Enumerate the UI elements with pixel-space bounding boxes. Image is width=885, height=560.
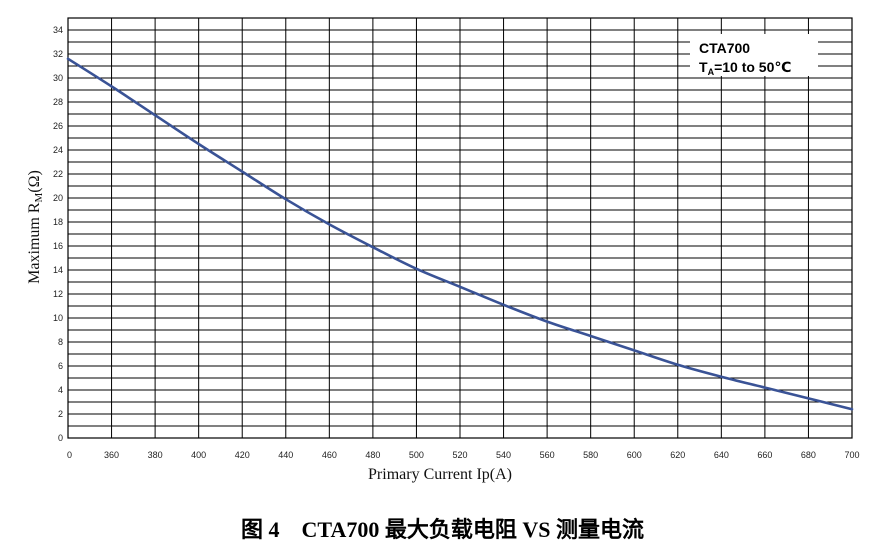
legend-line-2-subscript: A [708,67,715,77]
grid [67,17,853,439]
x-tick-label: 580 [583,450,598,460]
chart-svg: 0 360 380 400 420 440 460 480 500 520 540 560 580 600… [26,17,860,483]
y-axis-label-suffix: (Ω) [26,170,43,193]
x-tick-label: 520 [452,450,467,460]
x-axis-label: Primary Current Ip(A) [368,466,512,483]
x-tick-label: 0 [67,450,72,460]
x-tick-label: 360 [104,450,119,460]
y-tick-label: 14 [53,265,63,275]
x-tick-label: 700 [844,450,859,460]
y-tick-label: 10 [53,313,63,323]
y-tick-label: 2 [58,409,63,419]
legend-line-2-main: T [699,59,708,75]
y-tick-label: 34 [53,25,63,35]
y-tick-label: 20 [53,193,63,203]
y-tick-label: 18 [53,217,63,227]
y-tick-label: 4 [58,385,63,395]
y-tick-label: 0 [58,433,63,443]
series-layer [66,57,854,411]
x-tick-label: 640 [714,450,729,460]
x-tick-label: 440 [278,450,293,460]
y-tick-label: 12 [53,289,63,299]
y-tick-label: 24 [53,145,63,155]
legend-line-2-rest: =10 to 50℃ [714,59,791,75]
x-tick-label: 560 [540,450,555,460]
y-tick-label: 28 [53,97,63,107]
series-line [66,57,854,411]
y-tick-label: 26 [53,121,63,131]
y-axis-label-subscript: M [33,192,45,202]
x-tick-label: 500 [409,450,424,460]
plot-frame [67,17,853,439]
x-tick-label: 660 [757,450,772,460]
legend-background [690,34,818,76]
x-tick-label: 420 [235,450,250,460]
x-tick-label: 620 [670,450,685,460]
legend-line-1: CTA700 [699,40,750,56]
legend-box: CTA700 TA=10 to 50℃ [690,34,818,77]
figure-caption: 图 4 CTA700 最大负载电阻 VS 测量电流 [241,517,644,542]
y-axis-label: Maximum RM(Ω) [26,170,45,284]
x-tick-label: 460 [322,450,337,460]
y-axis-label-main: Maximum R [26,202,43,284]
y-tick-label: 22 [53,169,63,179]
x-tick-label: 480 [365,450,380,460]
y-tick-label: 6 [58,361,63,371]
x-tick-label: 540 [496,450,511,460]
x-tick-label: 380 [148,450,163,460]
x-tick-labels: 0 360 380 400 420 440 460 480 500 520 540 560 580 600… [67,450,860,460]
y-tick-label: 8 [58,337,63,347]
x-tick-label: 680 [801,450,816,460]
y-tick-label: 16 [53,241,63,251]
y-tick-label: 30 [53,73,63,83]
x-tick-label: 400 [191,450,206,460]
legend-line-2: TA=10 to 50℃ [699,59,791,77]
x-tick-label: 600 [627,450,642,460]
y-tick-label: 32 [53,49,63,59]
